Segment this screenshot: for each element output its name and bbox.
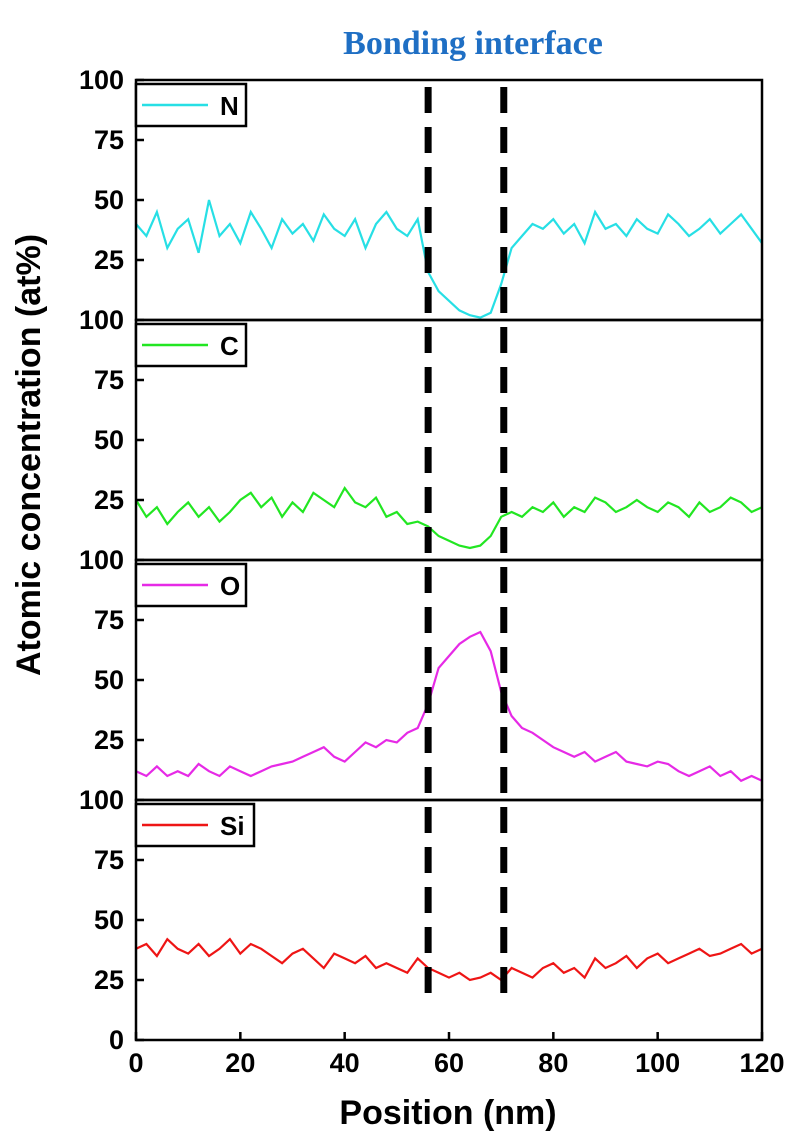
legend-label: N [220,91,239,121]
legend-si: Si [134,802,256,848]
legend-n: N [134,82,248,128]
y-tick-label: 50 [94,185,124,215]
y-tick-label: 50 [94,425,124,455]
y-axis-title: Atomic concentration (at%) [10,234,48,676]
legend-c: C [134,322,248,368]
y-tick-label: 50 [94,665,124,695]
x-tick-label: 60 [434,1048,464,1078]
panel-o: 25 50 75 100 O [79,545,764,802]
y-tick-label: 75 [94,605,124,635]
x-tick-label: 20 [225,1048,255,1078]
panel-si: 0 25 50 75 100 Si [79,785,764,1055]
series-line-o [135,630,763,783]
x-tick-label: 0 [128,1048,143,1078]
bonding-interface-annotation: Bonding interface [343,25,603,62]
y-tick-label: 75 [94,365,124,395]
y-tick-label: 25 [94,725,124,755]
y-tick-label: 100 [79,305,124,335]
x-tick-label: 100 [635,1048,680,1078]
y-tick-label: 100 [79,785,124,815]
x-tick-label: 120 [739,1048,784,1078]
y-tick-label: 75 [94,845,124,875]
panel-c: 25 50 75 100 C [79,305,764,562]
x-tick-label: 40 [330,1048,360,1078]
y-tick-label: 25 [94,965,124,995]
series-line-c [135,485,763,550]
y-tick-label: 100 [79,545,124,575]
legend-label: C [220,331,239,361]
legend-label: O [220,571,240,601]
y-tick-label: 25 [94,485,124,515]
x-axis-title: Position (nm) [339,1094,556,1132]
y-tick-label: 50 [94,905,124,935]
series-line-n [135,199,763,319]
x-tick-label: 80 [538,1048,568,1078]
y-tick-label: 100 [79,65,124,95]
y-tick-label: 75 [94,125,124,155]
legend-o: O [134,562,248,608]
series-line-si [135,937,763,982]
y-tick-label: 0 [109,1025,124,1055]
legend-label: Si [220,811,245,841]
panel-n: 25 50 75 100 N [79,65,764,322]
y-tick-label: 25 [94,245,124,275]
